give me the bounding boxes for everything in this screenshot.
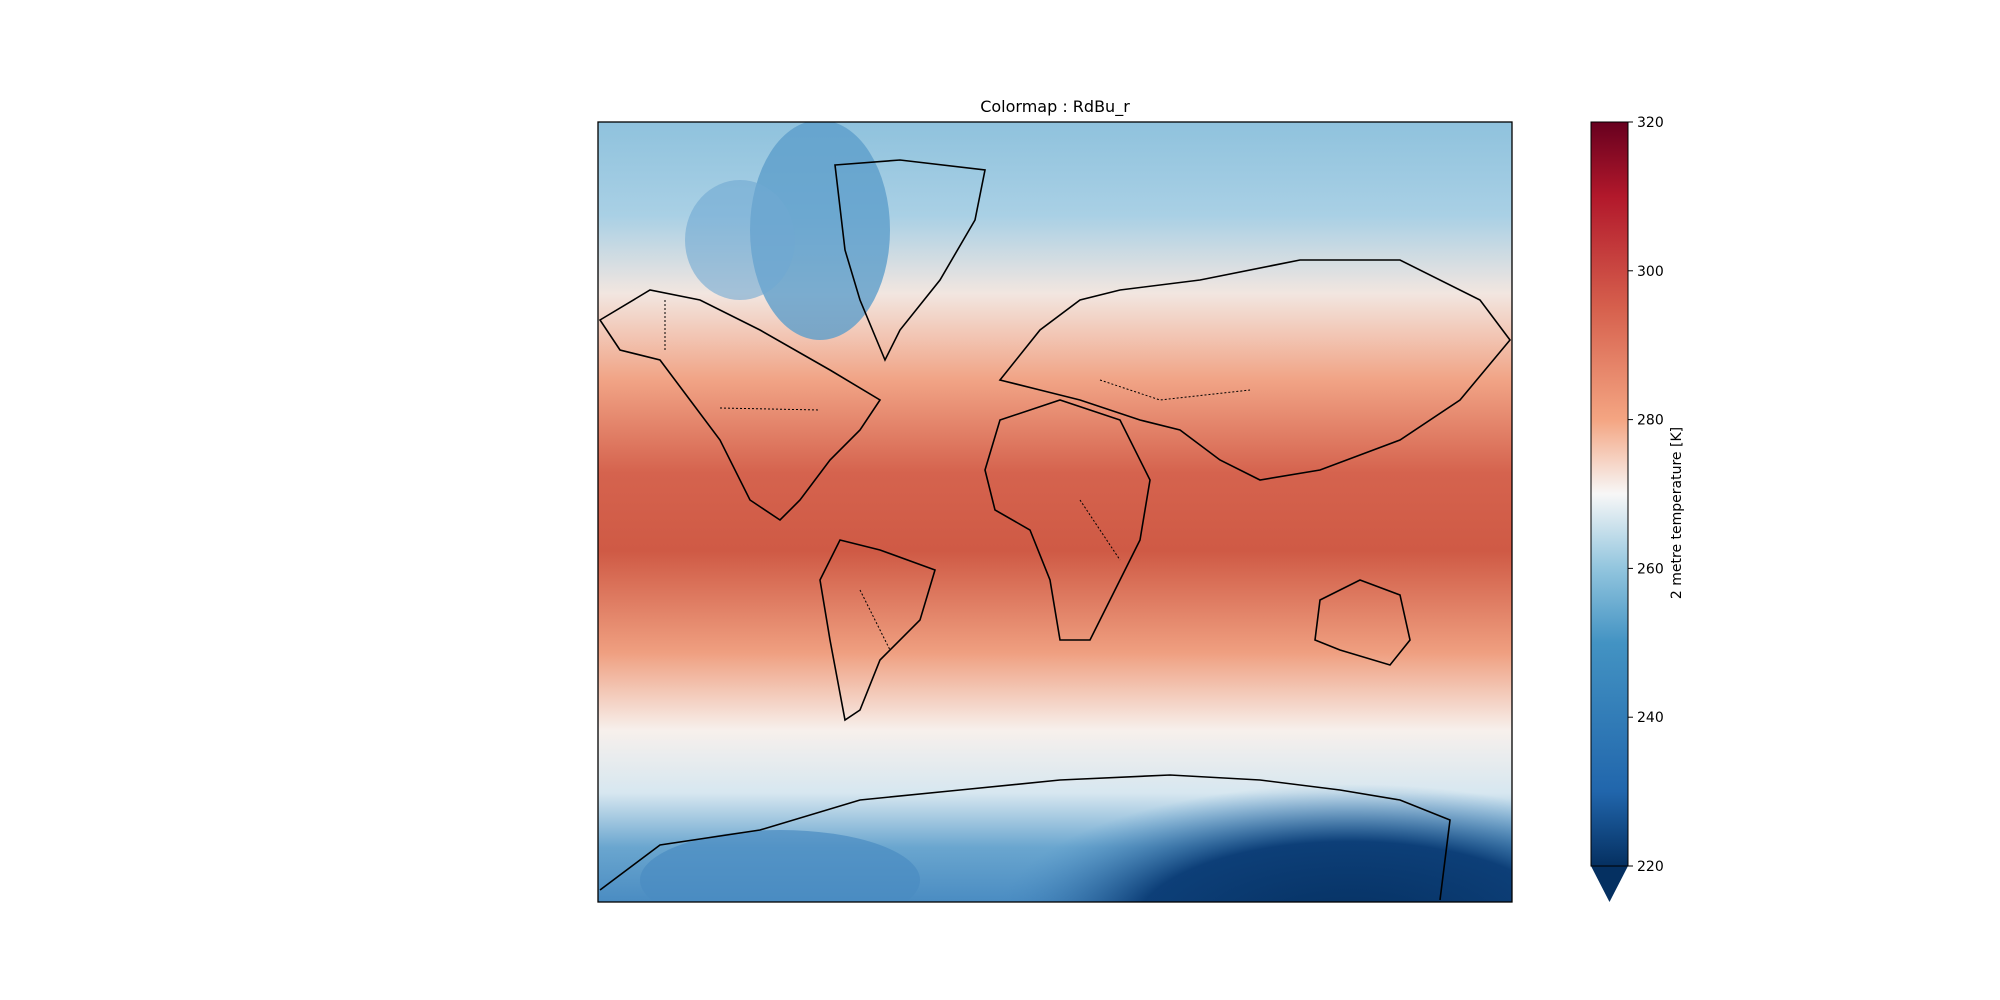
colorbar-label: 2 metre temperature [K] <box>1669 427 1685 599</box>
map-field <box>598 122 1512 902</box>
map-frame <box>597 121 1513 903</box>
colorbar-tick-label: 300 <box>1637 264 1664 280</box>
colorbar-extension <box>1591 866 1628 902</box>
colorbar-tick-label: 240 <box>1637 710 1664 726</box>
colorbar-tick-label: 220 <box>1637 859 1664 875</box>
map-title: Colormap : RdBu_r <box>980 97 1130 117</box>
colorbar <box>1591 122 1628 866</box>
colorbar-tick-label: 260 <box>1637 561 1664 577</box>
colorbar-tick-label: 320 <box>1637 115 1664 131</box>
colorbar-tick-label: 280 <box>1637 413 1664 429</box>
colorbar-frame <box>1590 121 1629 867</box>
